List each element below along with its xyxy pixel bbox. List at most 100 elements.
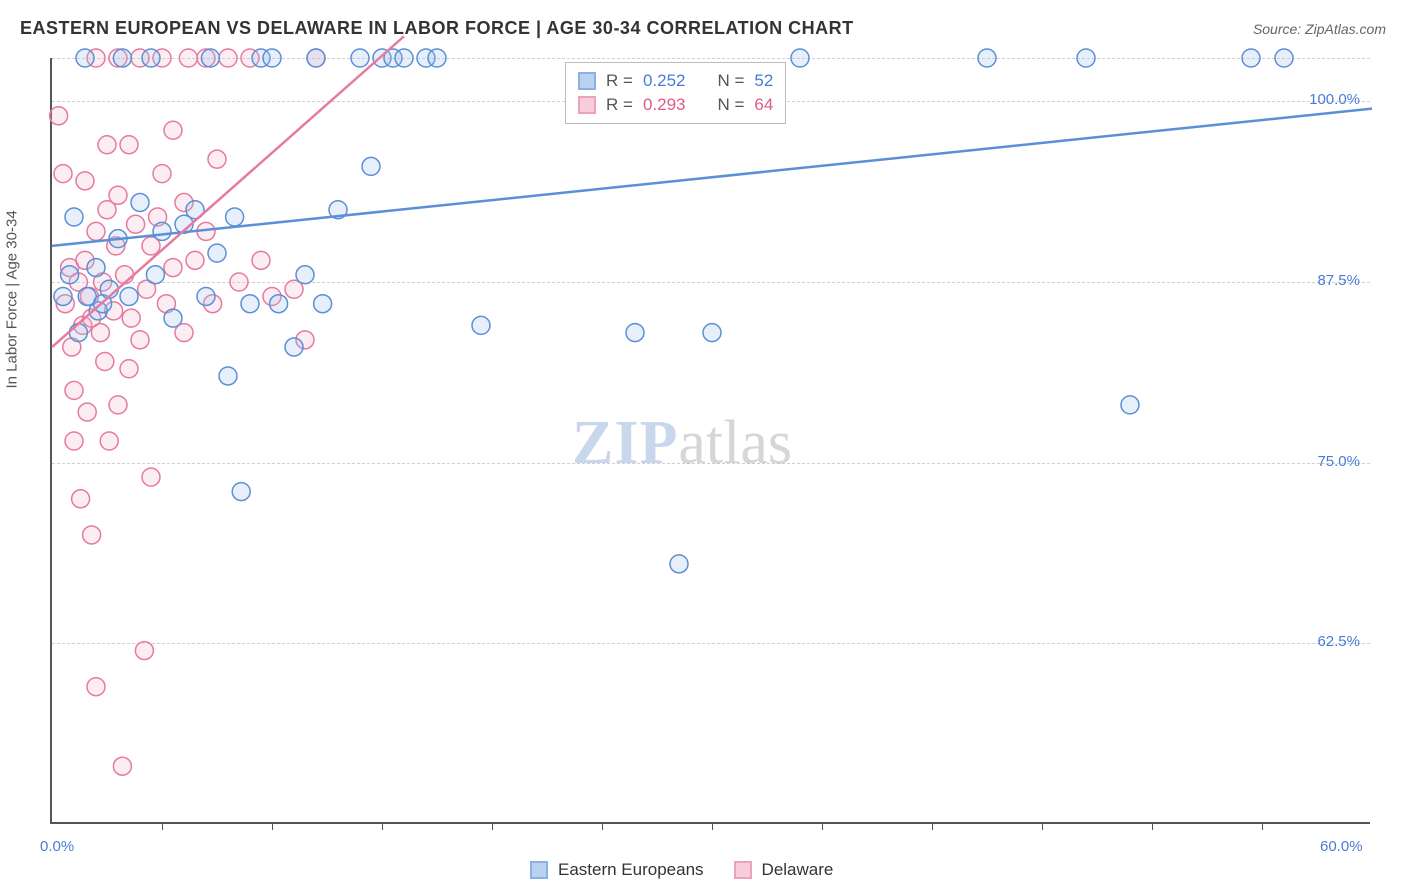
data-point — [208, 244, 226, 262]
data-point — [472, 316, 490, 334]
data-point — [69, 324, 87, 342]
legend-swatch — [734, 861, 752, 879]
chart-title: EASTERN EUROPEAN VS DELAWARE IN LABOR FO… — [20, 18, 854, 39]
data-point — [978, 49, 996, 67]
legend-n-value: 52 — [754, 71, 773, 91]
scatter-svg — [52, 58, 1370, 822]
data-point — [61, 266, 79, 284]
title-bar: EASTERN EUROPEAN VS DELAWARE IN LABOR FO… — [20, 18, 1386, 39]
trend-line — [52, 109, 1372, 246]
legend-n-label: N = — [717, 95, 744, 115]
data-point — [670, 555, 688, 573]
data-point — [263, 49, 281, 67]
chart-container: EASTERN EUROPEAN VS DELAWARE IN LABOR FO… — [0, 0, 1406, 892]
x-tick-label: 0.0% — [40, 838, 74, 855]
trend-line — [52, 36, 404, 347]
data-point — [1077, 49, 1095, 67]
data-point — [241, 295, 259, 313]
y-tick-label: 87.5% — [1280, 272, 1360, 289]
data-point — [201, 49, 219, 67]
data-point — [50, 107, 68, 125]
correlation-legend: R =0.252N =52R =0.293N =64 — [565, 62, 786, 124]
x-tick — [932, 822, 933, 830]
data-point — [146, 266, 164, 284]
data-point — [116, 266, 134, 284]
data-point — [351, 49, 369, 67]
data-point — [232, 483, 250, 501]
data-point — [314, 295, 332, 313]
legend-swatch — [578, 96, 596, 114]
x-tick — [712, 822, 713, 830]
data-point — [791, 49, 809, 67]
data-point — [153, 165, 171, 183]
legend-row: R =0.293N =64 — [578, 93, 773, 117]
data-point — [87, 678, 105, 696]
data-point — [1242, 49, 1260, 67]
data-point — [186, 251, 204, 269]
data-point — [219, 367, 237, 385]
data-point — [113, 757, 131, 775]
x-tick — [602, 822, 603, 830]
data-point — [76, 49, 94, 67]
data-point — [395, 49, 413, 67]
series-legend-item: Eastern Europeans — [530, 858, 704, 882]
data-point — [252, 251, 270, 269]
series-legend-item: Delaware — [734, 858, 834, 882]
legend-r-value: 0.293 — [643, 95, 686, 115]
data-point — [54, 165, 72, 183]
data-point — [78, 403, 96, 421]
x-tick — [162, 822, 163, 830]
data-point — [270, 295, 288, 313]
data-point — [219, 49, 237, 67]
x-tick — [272, 822, 273, 830]
data-point — [208, 150, 226, 168]
data-point — [362, 157, 380, 175]
data-point — [87, 259, 105, 277]
x-tick — [492, 822, 493, 830]
data-point — [135, 642, 153, 660]
y-tick-label: 75.0% — [1280, 453, 1360, 470]
data-point — [109, 186, 127, 204]
data-point — [72, 490, 90, 508]
data-point — [197, 287, 215, 305]
y-tick-label: 100.0% — [1280, 91, 1360, 108]
legend-r-label: R = — [606, 71, 633, 91]
data-point — [120, 360, 138, 378]
data-point — [703, 324, 721, 342]
legend-r-label: R = — [606, 95, 633, 115]
data-point — [226, 208, 244, 226]
x-tick — [382, 822, 383, 830]
data-point — [131, 194, 149, 212]
data-point — [131, 331, 149, 349]
data-point — [1121, 396, 1139, 414]
series-legend-label: Eastern Europeans — [558, 860, 704, 880]
data-point — [120, 287, 138, 305]
data-point — [100, 432, 118, 450]
data-point — [98, 136, 116, 154]
data-point — [120, 136, 138, 154]
legend-row: R =0.252N =52 — [578, 69, 773, 93]
y-tick-label: 62.5% — [1280, 633, 1360, 650]
data-point — [164, 259, 182, 277]
data-point — [65, 432, 83, 450]
data-point — [164, 309, 182, 327]
x-tick — [1262, 822, 1263, 830]
x-tick — [1042, 822, 1043, 830]
plot-box: ZIPatlas — [50, 58, 1370, 824]
data-point — [142, 468, 160, 486]
data-point — [109, 396, 127, 414]
series-legend-label: Delaware — [762, 860, 834, 880]
data-point — [230, 273, 248, 291]
data-point — [428, 49, 446, 67]
source-label: Source: ZipAtlas.com — [1253, 21, 1386, 37]
data-point — [96, 353, 114, 371]
x-tick — [1152, 822, 1153, 830]
data-point — [153, 222, 171, 240]
data-point — [76, 172, 94, 190]
data-point — [164, 121, 182, 139]
data-point — [113, 49, 131, 67]
legend-swatch — [530, 861, 548, 879]
data-point — [65, 381, 83, 399]
legend-n-label: N = — [717, 71, 744, 91]
data-point — [307, 49, 325, 67]
